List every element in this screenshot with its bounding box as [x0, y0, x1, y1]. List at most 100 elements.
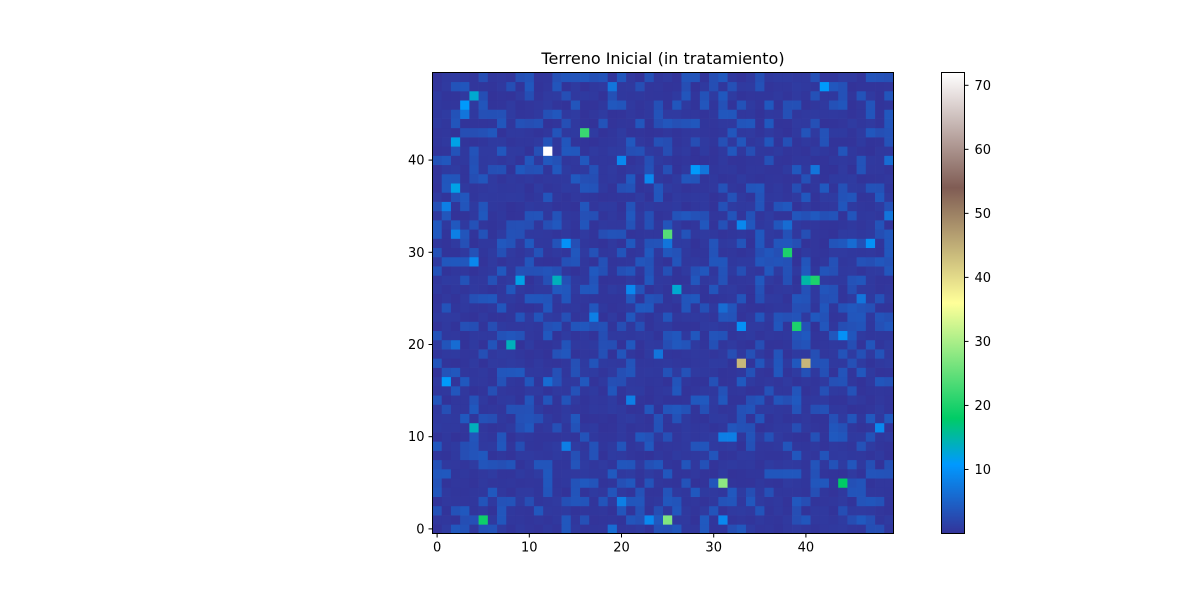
heatmap-cell: [487, 312, 498, 322]
heatmap-cell: [736, 275, 747, 285]
heatmap-cell: [819, 413, 830, 424]
heatmap-cell: [875, 146, 885, 156]
heatmap-cell: [616, 524, 627, 534]
heatmap-cell: [561, 321, 572, 332]
heatmap-cell: [616, 266, 627, 276]
heatmap-cell: [460, 81, 470, 92]
heatmap-cell: [533, 293, 544, 304]
heatmap-cell: [644, 183, 655, 193]
heatmap-cell: [828, 515, 839, 525]
heatmap-cell: [506, 238, 516, 249]
heatmap-cell: [570, 164, 581, 175]
heatmap-cell: [607, 90, 618, 101]
heatmap-cell: [764, 450, 774, 461]
heatmap-cell: [552, 487, 562, 497]
heatmap-cell: [745, 349, 756, 359]
heatmap-cell: [469, 404, 479, 414]
heatmap-cell: [690, 155, 701, 166]
heatmap-cell: [515, 293, 526, 304]
heatmap-cell: [764, 72, 774, 83]
heatmap-cell: [875, 459, 885, 470]
heatmap-cell: [432, 367, 443, 378]
heatmap-cell: [672, 284, 682, 295]
heatmap-cell: [718, 146, 728, 156]
heatmap-cell: [736, 395, 747, 405]
heatmap-cell: [635, 404, 645, 414]
heatmap-cell: [819, 441, 830, 451]
heatmap-cell: [580, 422, 590, 433]
heatmap-cell: [524, 275, 535, 285]
heatmap-cell: [672, 441, 682, 451]
heatmap-cell: [718, 256, 728, 267]
heatmap-cell: [819, 450, 830, 461]
heatmap-cell: [478, 247, 489, 258]
heatmap-cell: [838, 100, 848, 110]
heatmap-cell: [856, 478, 867, 488]
heatmap-cell: [626, 312, 636, 322]
heatmap-cell: [690, 404, 701, 414]
heatmap-cell: [635, 164, 645, 175]
heatmap-cell: [469, 358, 479, 368]
heatmap-cell: [764, 376, 774, 387]
heatmap-cell: [690, 192, 701, 202]
heatmap-cell: [450, 210, 461, 221]
heatmap-cell: [460, 164, 470, 175]
heatmap-cell: [432, 358, 443, 368]
heatmap-cell: [570, 137, 581, 147]
heatmap-cell: [561, 72, 572, 83]
plot-frame: [432, 72, 894, 534]
heatmap-cell: [764, 284, 774, 295]
heatmap-cell: [506, 515, 516, 525]
heatmap-cell: [598, 524, 609, 534]
heatmap-cell: [653, 192, 664, 202]
heatmap-cell: [727, 303, 738, 313]
heatmap-cell: [663, 459, 673, 470]
heatmap-cell: [515, 238, 526, 249]
heatmap-cell: [709, 496, 719, 507]
heatmap-cell: [709, 339, 719, 350]
colorbar-tick-label: 70: [975, 79, 992, 94]
heatmap-cell: [875, 515, 885, 525]
heatmap-cell: [460, 450, 470, 461]
heatmap-cell: [497, 432, 507, 442]
heatmap-cell: [755, 478, 765, 488]
heatmap-cell: [745, 127, 756, 138]
heatmap-cell: [699, 422, 710, 433]
heatmap-cell: [764, 192, 774, 202]
heatmap-cell: [635, 413, 645, 424]
heatmap-cell: [801, 247, 811, 258]
heatmap-cell: [856, 293, 867, 304]
heatmap-cell: [782, 266, 793, 276]
heatmap-cell: [543, 505, 553, 516]
heatmap-cell: [432, 72, 443, 83]
heatmap-cell: [580, 367, 590, 378]
heatmap-cell: [865, 478, 876, 488]
heatmap-cell: [819, 432, 830, 442]
heatmap-cell: [524, 358, 535, 368]
heatmap-cell: [626, 349, 636, 359]
heatmap-cell: [524, 238, 535, 249]
heatmap-cell: [681, 284, 692, 295]
heatmap-cell: [690, 284, 701, 295]
y-tick-label: 30: [408, 246, 425, 261]
heatmap-cell: [755, 339, 765, 350]
heatmap-cell: [460, 100, 470, 110]
heatmap-cell: [884, 367, 894, 378]
heatmap-cell: [626, 487, 636, 497]
heatmap-cell: [828, 220, 839, 230]
heatmap-cell: [580, 238, 590, 249]
heatmap-cell: [865, 321, 876, 332]
heatmap-cell: [819, 81, 830, 92]
heatmap-cell: [736, 358, 747, 368]
heatmap-cell: [792, 201, 802, 212]
heatmap-cell: [847, 515, 857, 525]
heatmap-cell: [709, 303, 719, 313]
heatmap-cell: [469, 385, 479, 396]
heatmap-cell: [432, 376, 443, 387]
heatmap-cell: [819, 192, 830, 202]
heatmap-cell: [865, 330, 876, 341]
heatmap-cell: [626, 432, 636, 442]
heatmap-cell: [570, 275, 581, 285]
heatmap-cell: [635, 496, 645, 507]
heatmap-cell: [598, 183, 609, 193]
